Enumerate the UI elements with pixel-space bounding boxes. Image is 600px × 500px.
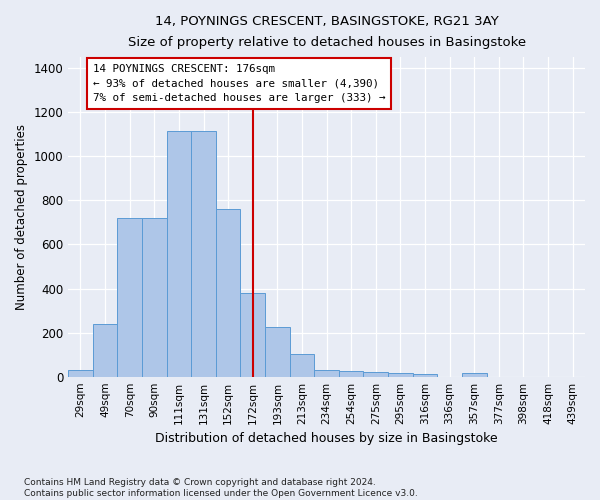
Bar <box>364 372 388 376</box>
Bar <box>118 218 142 376</box>
Title: 14, POYNINGS CRESCENT, BASINGSTOKE, RG21 3AY
Size of property relative to detach: 14, POYNINGS CRESCENT, BASINGSTOKE, RG21… <box>128 15 526 49</box>
Bar <box>68 370 93 376</box>
Bar <box>290 354 314 376</box>
Bar <box>314 370 339 376</box>
Bar <box>142 218 167 376</box>
Bar <box>167 131 191 376</box>
Bar <box>191 131 216 376</box>
Bar <box>413 374 437 376</box>
Bar <box>339 371 364 376</box>
Bar <box>93 324 118 376</box>
Bar <box>241 293 265 376</box>
Bar <box>265 327 290 376</box>
Bar <box>388 374 413 376</box>
Text: 14 POYNINGS CRESCENT: 176sqm
← 93% of detached houses are smaller (4,390)
7% of : 14 POYNINGS CRESCENT: 176sqm ← 93% of de… <box>93 64 385 104</box>
Text: Contains HM Land Registry data © Crown copyright and database right 2024.
Contai: Contains HM Land Registry data © Crown c… <box>24 478 418 498</box>
Bar <box>216 209 241 376</box>
Bar <box>462 374 487 376</box>
Y-axis label: Number of detached properties: Number of detached properties <box>15 124 28 310</box>
X-axis label: Distribution of detached houses by size in Basingstoke: Distribution of detached houses by size … <box>155 432 498 445</box>
